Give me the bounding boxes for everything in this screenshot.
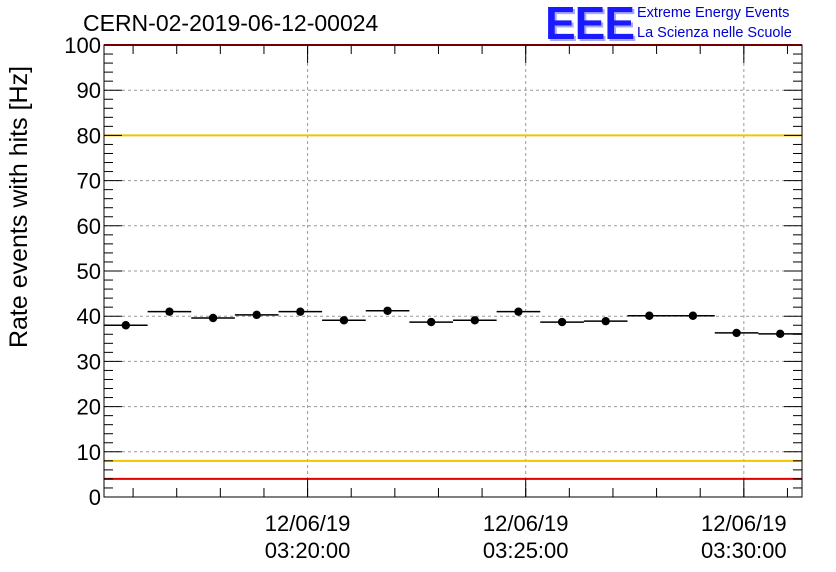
y-tick-label: 60 (77, 214, 101, 239)
y-tick-label: 30 (77, 349, 101, 374)
y-axis-title: Rate events with hits [Hz] (5, 66, 33, 348)
data-point (339, 316, 349, 325)
eee-logo-line2: La Scienza nelle Scuole (637, 25, 792, 41)
plot-title: CERN-02-2019-06-12-00024 (83, 10, 379, 36)
eee-logo-mark: EEE (545, 0, 635, 49)
data-point (165, 307, 174, 316)
y-tick-label: 20 (77, 395, 101, 420)
data-point (296, 307, 305, 316)
data-point (645, 311, 654, 320)
data-point (426, 317, 436, 327)
y-tick-label: 10 (77, 440, 101, 465)
data-point (601, 316, 610, 326)
data-point (383, 306, 392, 315)
tick-labels: 010203040506070809010012/06/1903:20:0012… (64, 33, 786, 563)
data-point (557, 317, 567, 327)
data-point (208, 313, 218, 323)
axes (103, 44, 803, 498)
data-series (104, 306, 802, 339)
grid (104, 45, 802, 497)
y-tick-label: 80 (77, 123, 101, 148)
data-point (688, 311, 698, 320)
data-point (732, 328, 741, 338)
x-tick-label-time: 03:30:00 (701, 538, 787, 563)
data-point (121, 321, 131, 330)
x-tick-label-date: 12/06/19 (265, 511, 351, 536)
eee-logo: EEE Extreme Energy Events La Scienza nel… (545, 0, 836, 49)
y-tick-label: 0 (89, 485, 101, 510)
plot-frame (103, 44, 803, 498)
x-tick-label-time: 03:20:00 (265, 538, 351, 563)
y-tick-label: 100 (64, 33, 101, 58)
eee-logo-line1: Extreme Energy Events (637, 5, 790, 21)
data-point (775, 329, 785, 339)
y-tick-label: 90 (77, 78, 101, 103)
reference-lines (104, 44, 802, 480)
y-tick-label: 40 (77, 304, 101, 329)
data-point (514, 307, 523, 316)
x-tick-label-date: 12/06/19 (701, 511, 787, 536)
y-tick-label: 50 (77, 259, 101, 284)
data-point (470, 316, 480, 325)
data-point (252, 310, 261, 320)
x-tick-label-date: 12/06/19 (483, 511, 569, 536)
y-tick-label: 70 (77, 169, 101, 194)
x-tick-label-time: 03:25:00 (483, 538, 569, 563)
